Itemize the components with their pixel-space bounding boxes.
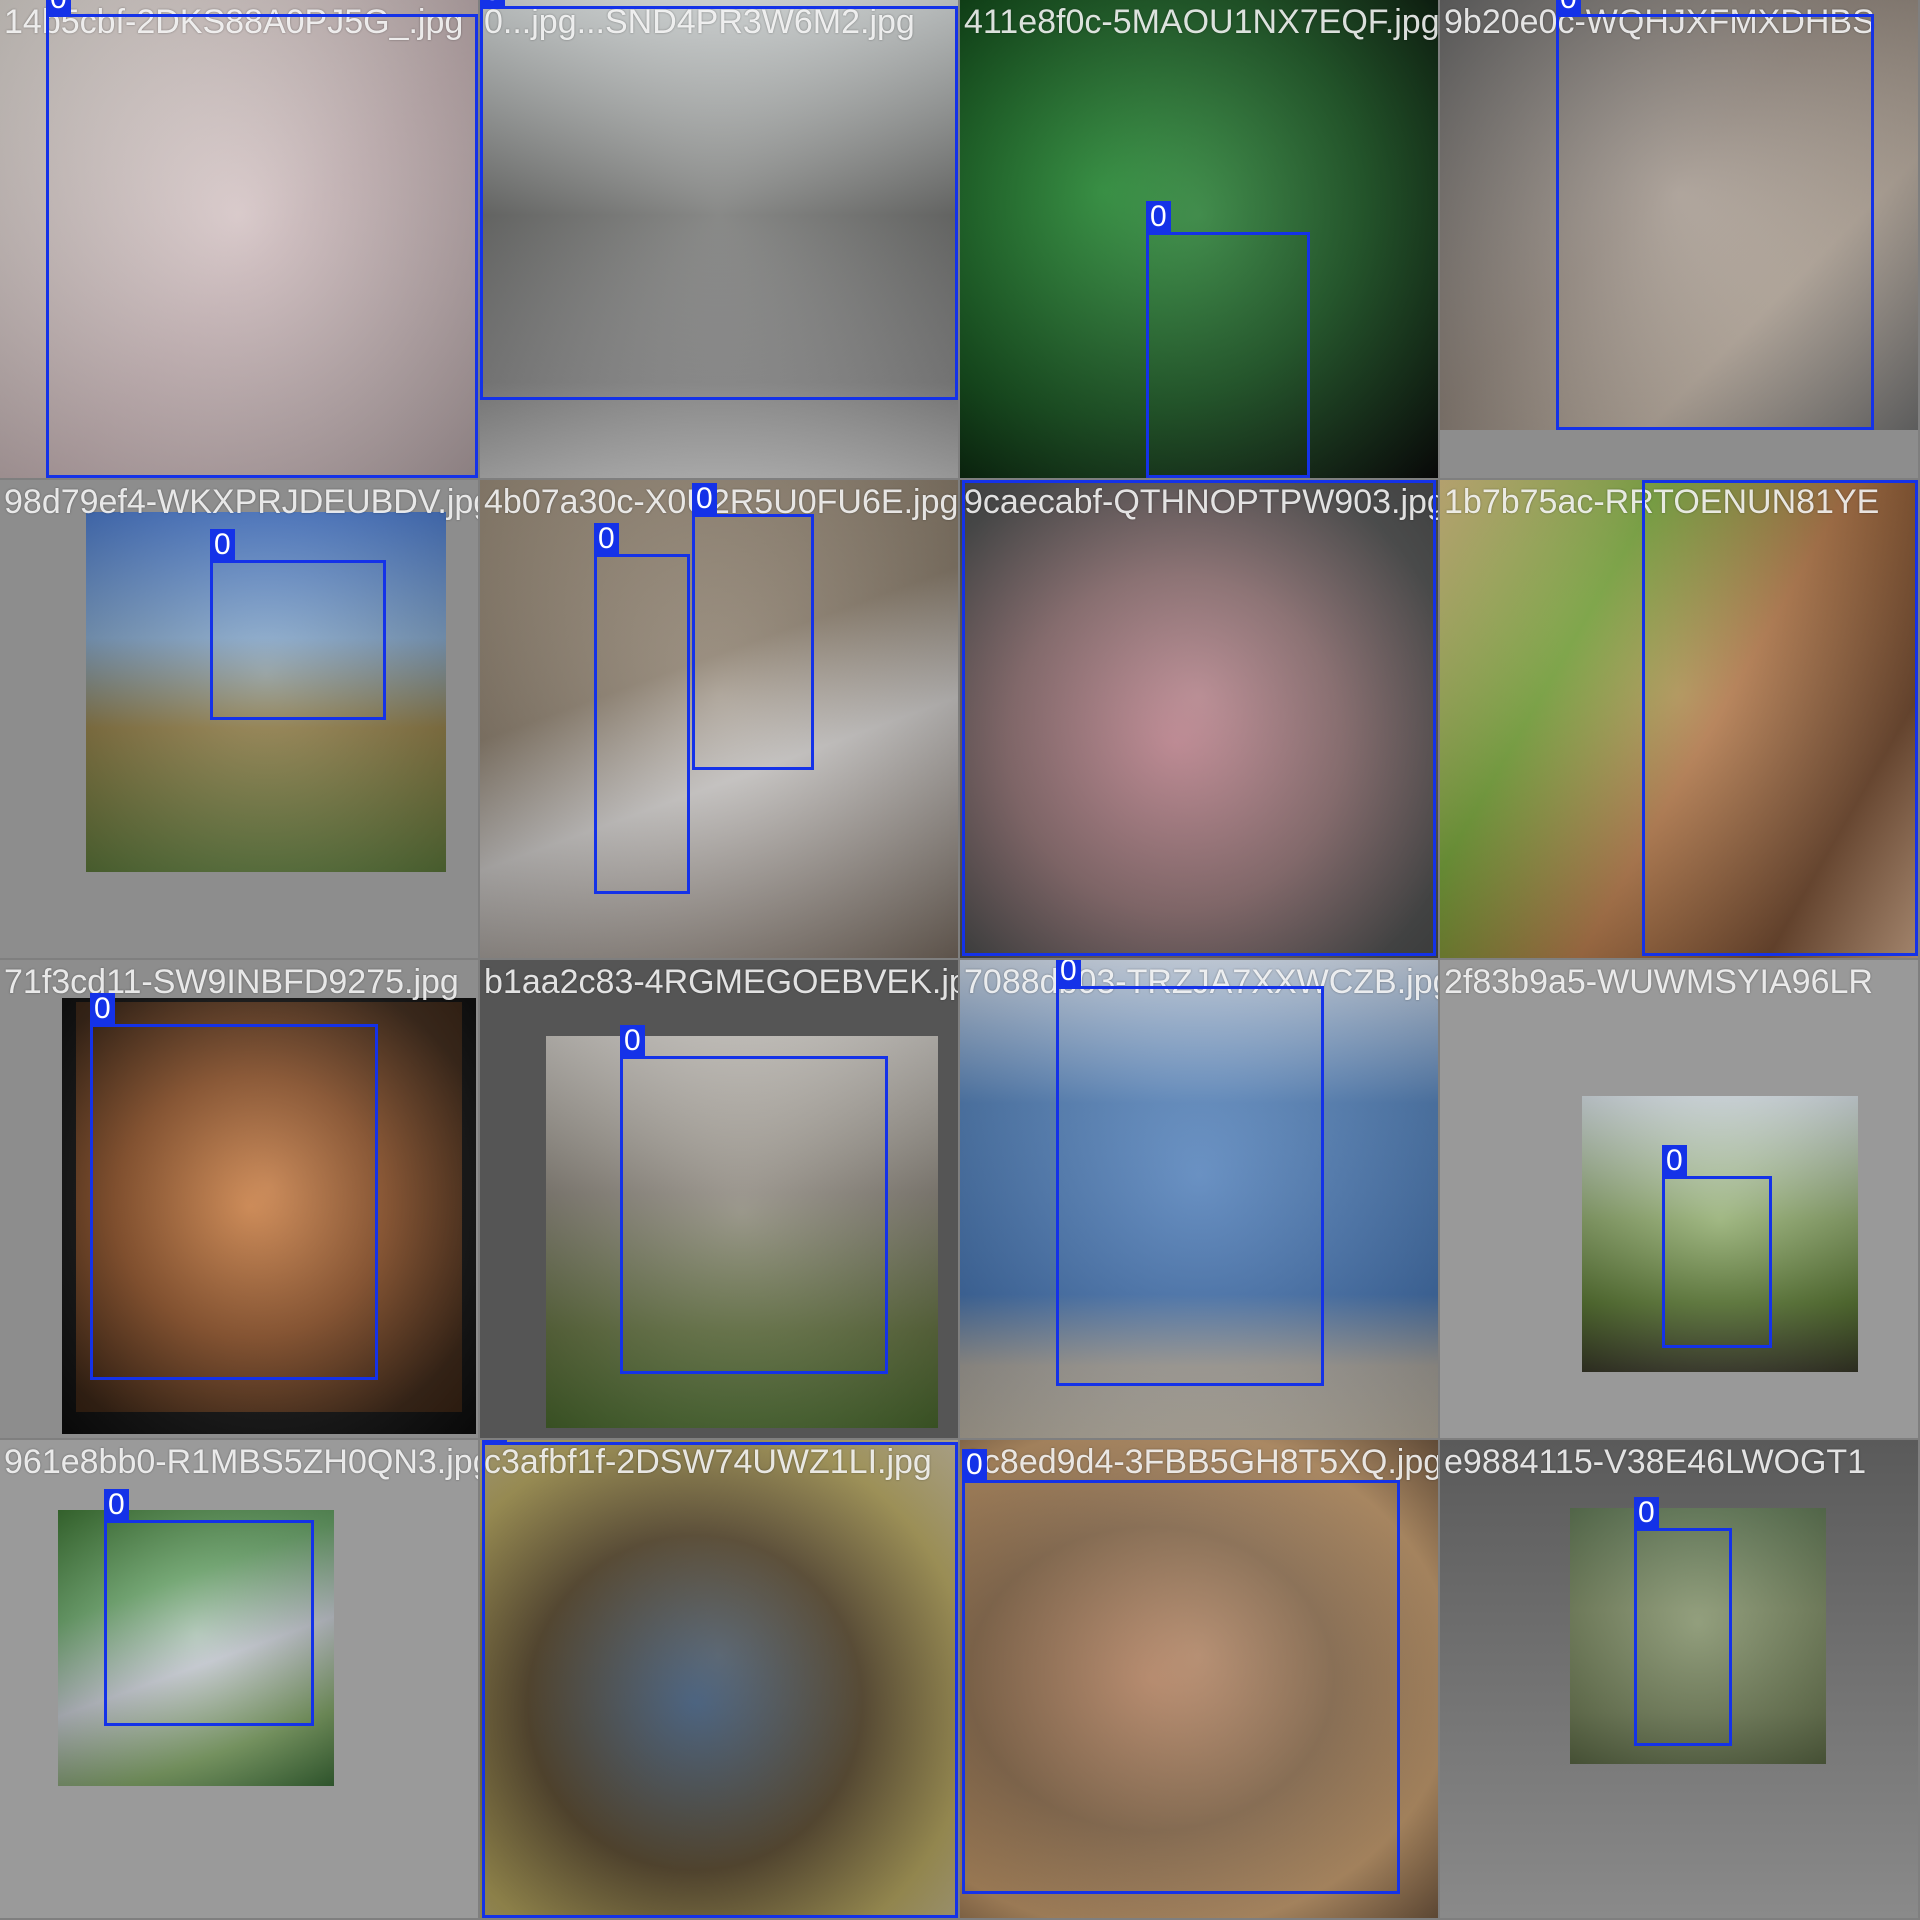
detection-box: 0 [594,523,690,894]
detection-box: 0 [46,0,478,478]
class-label: 0 [1556,0,1581,15]
class-label: 0 [1634,1497,1659,1529]
class-label: 0 [1662,1145,1687,1177]
tile-filename: 9caecabf-QTHNOPTPW903.jpg [964,483,1438,521]
class-label: 0 [210,529,235,561]
tile-3: 411e8f0c-5MAOU1NX7EQF.jpg 0 [960,0,1438,478]
tile-13: 961e8bb0-R1MBS5ZH0QN3.jpg 0 [0,1440,478,1918]
detection-box: 0 [1556,0,1874,430]
tile-filename: 1b7b75ac-RRTOENUN81YE [1444,483,1880,521]
tile-15: 0c8ed9d4-3FBB5GH8T5XQ.jpg 0 [960,1440,1438,1918]
monkey-photo [480,480,958,958]
monkey-photo [960,0,1438,478]
tile-14: c3afbf1f-2DSW74UWZ1LI.jpg 0 [480,1440,958,1918]
class-label: 0 [594,523,619,555]
tile-1: 14b5cbf-2DKS88A0PJ5G_.jpg 0 [0,0,478,478]
tile-2: 0...jpg...SND4PR3W6M2.jpg 0 [480,0,958,478]
monkey-photo [1440,480,1918,958]
detection-box: 0 [1146,201,1310,478]
tile-11: 7088db03-TRZJA7XXWCZB.jpg 0 [960,960,1438,1438]
detection-box: 0 [482,1440,958,1918]
tile-filename: 71f3cd11-SW9INBFD9275.jpg [4,963,459,1001]
class-label: 0 [962,1449,987,1481]
tile-9: 71f3cd11-SW9INBFD9275.jpg 0 [0,960,478,1438]
monkey-photo [0,0,478,478]
tile-5: 98d79ef4-WKXPRJDEUBDV.jpg 0 [0,480,478,958]
detection-box: 0 [692,483,814,770]
class-label: 0 [1642,480,1667,481]
detection-box: 0 [1642,480,1918,956]
tile-filename: e9884115-V38E46LWOGT1 [1444,1443,1867,1481]
tile-filename: 7088db03-TRZJA7XXWCZB.jpg [964,963,1438,1001]
monkey-photo [1440,0,1918,430]
monkey-photo [1582,1096,1858,1372]
class-label: 0 [620,1025,645,1057]
monkey-photo [960,480,1438,958]
tile-16: e9884115-V38E46LWOGT1 0 [1440,1440,1918,1918]
class-label: 0 [962,480,987,481]
tile-filename: 98d79ef4-WKXPRJDEUBDV.jpg [4,483,478,521]
detection-box: 0 [962,480,1436,956]
detection-box: 0 [104,1489,314,1726]
tile-filename: 2f83b9a5-WUWMSYIA96LR [1444,963,1873,1001]
tile-filename: 9b20e0c-WQHJXFMXDHBS [1444,3,1875,41]
class-label: 0 [480,0,505,7]
detection-box: 0 [90,993,378,1380]
monkey-photo [86,512,446,872]
tile-10: b1aa2c83-4RGMEGOEBVEK.jpg 0 [480,960,958,1438]
tile-filename: 0...jpg...SND4PR3W6M2.jpg [484,3,915,41]
monkey-photo [960,960,1438,1438]
detection-box: 0 [1662,1145,1772,1348]
monkey-photo [480,1440,958,1918]
tile-6: 4b07a30c-X0U2R5U0FU6E.jpg 0 0 [480,480,958,958]
tile-8: 1b7b75ac-RRTOENUN81YE 0 [1440,480,1918,958]
tile-filename: 0c8ed9d4-3FBB5GH8T5XQ.jpg [964,1443,1438,1481]
class-label: 0 [692,483,717,515]
class-label: 0 [1146,201,1171,233]
monkey-photo-inner [76,1002,462,1412]
detection-box: 0 [210,529,386,720]
class-label: 0 [104,1489,129,1521]
tile-filename: b1aa2c83-4RGMEGOEBVEK.jpg [484,963,958,1001]
monkey-photo [546,1036,938,1428]
tile-filename: 14b5cbf-2DKS88A0PJ5G_.jpg [4,3,464,41]
tile-filename: 411e8f0c-5MAOU1NX7EQF.jpg [964,3,1438,41]
detection-box: 0 [1634,1497,1732,1746]
tile-filename: c3afbf1f-2DSW74UWZ1LI.jpg [484,1443,932,1481]
detection-box: 0 [962,1449,1400,1894]
tile-4: 9b20e0c-WQHJXFMXDHBS 0 [1440,0,1918,478]
monkey-photo [960,1440,1438,1918]
detection-box: 0 [1056,960,1324,1386]
tile-12: 2f83b9a5-WUWMSYIA96LR 0 [1440,960,1918,1438]
class-label: 0 [482,1440,507,1443]
tile-7: 9caecabf-QTHNOPTPW903.jpg 0 [960,480,1438,958]
class-label: 0 [1056,960,1081,987]
detection-box: 0 [620,1025,888,1374]
monkey-photo [1570,1508,1826,1764]
detection-box: 0 [480,0,958,400]
class-label: 0 [46,0,71,15]
class-label: 0 [90,993,115,1025]
tile-filename: 961e8bb0-R1MBS5ZH0QN3.jpg [4,1443,478,1481]
